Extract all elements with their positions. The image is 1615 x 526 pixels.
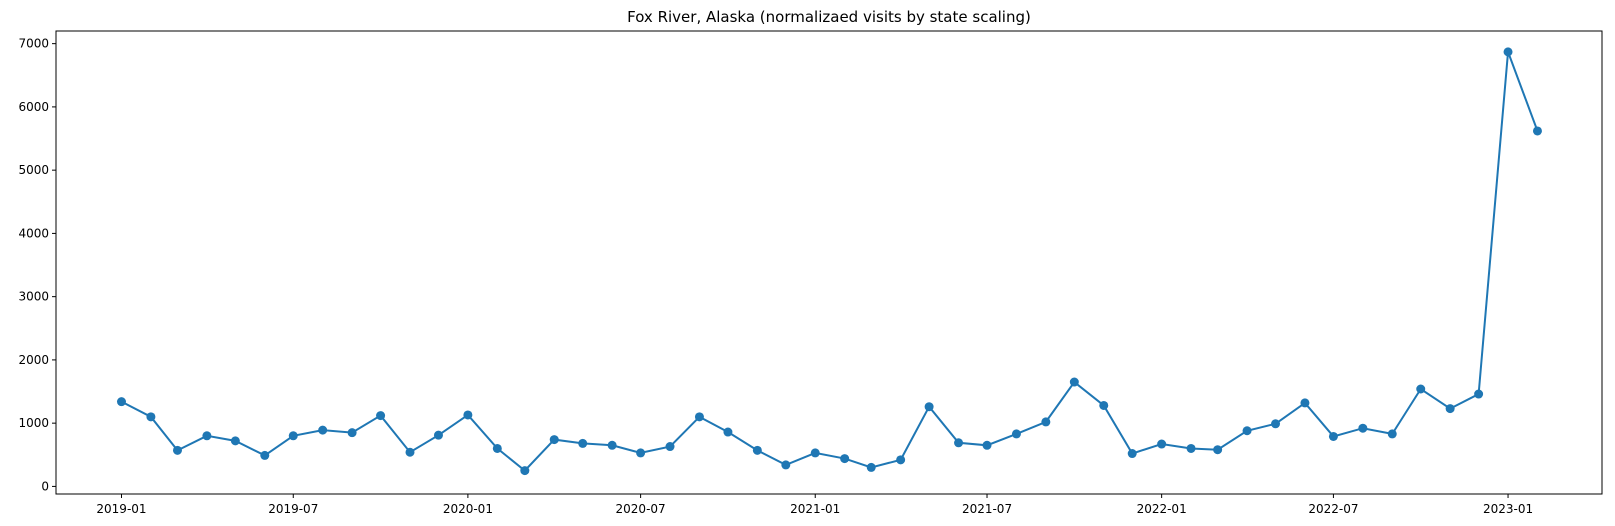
data-point bbox=[1445, 404, 1455, 414]
y-tick-label: 4000 bbox=[18, 226, 49, 240]
chart-title: Fox River, Alaska (normalizaed visits by… bbox=[627, 8, 1031, 26]
plot-frame bbox=[55, 30, 1603, 495]
data-point bbox=[1213, 445, 1223, 455]
series-line bbox=[121, 51, 1539, 472]
data-point bbox=[1416, 384, 1426, 394]
data-point bbox=[347, 428, 357, 438]
data-point bbox=[982, 440, 992, 450]
data-point bbox=[433, 430, 443, 440]
data-point bbox=[866, 462, 876, 472]
data-point bbox=[578, 438, 588, 448]
x-tick-label: 2023-01 bbox=[1483, 502, 1533, 516]
y-tick-label: 0 bbox=[41, 479, 49, 493]
data-point bbox=[1041, 417, 1051, 427]
data-point bbox=[260, 450, 270, 460]
data-point bbox=[607, 440, 617, 450]
data-point bbox=[1157, 439, 1167, 449]
y-tick-label: 2000 bbox=[18, 353, 49, 367]
data-point bbox=[636, 448, 646, 458]
y-tick-label: 1000 bbox=[18, 416, 49, 430]
data-point bbox=[549, 435, 559, 445]
data-point bbox=[1271, 419, 1281, 429]
data-point bbox=[840, 454, 850, 464]
series-points bbox=[116, 47, 1542, 476]
data-point bbox=[405, 447, 415, 457]
y-tick-label: 7000 bbox=[18, 37, 49, 51]
y-axis: 0 1000 2000 3000 4000 5000 6000 7000 bbox=[18, 37, 56, 493]
data-point bbox=[520, 466, 530, 476]
y-tick-label: 3000 bbox=[18, 290, 49, 304]
data-point bbox=[723, 427, 733, 437]
x-tick-label: 2021-01 bbox=[790, 502, 840, 516]
data-point bbox=[1387, 429, 1397, 439]
x-axis: 2019-01 2019-07 2020-01 2020-07 2021-01 2021-… bbox=[96, 494, 1533, 516]
data-point bbox=[463, 410, 473, 420]
data-point bbox=[288, 431, 298, 441]
data-point bbox=[924, 402, 934, 412]
data-point bbox=[1011, 429, 1021, 439]
data-point bbox=[230, 436, 240, 446]
data-point bbox=[1242, 426, 1252, 436]
data-point bbox=[954, 438, 964, 448]
x-tick-label: 2021-07 bbox=[962, 502, 1012, 516]
data-point bbox=[172, 445, 182, 455]
data-point bbox=[376, 411, 386, 421]
data-point bbox=[1099, 400, 1109, 410]
data-point bbox=[896, 455, 906, 465]
data-point bbox=[146, 412, 156, 422]
data-point bbox=[1358, 423, 1368, 433]
data-point bbox=[1503, 47, 1513, 57]
data-point bbox=[116, 397, 126, 407]
x-tick-label: 2019-07 bbox=[268, 502, 318, 516]
data-point bbox=[492, 443, 502, 453]
data-point bbox=[1532, 126, 1542, 136]
data-point bbox=[752, 445, 762, 455]
data-point bbox=[694, 412, 704, 422]
data-point bbox=[665, 442, 675, 452]
data-point bbox=[1474, 389, 1484, 399]
x-tick-label: 2022-07 bbox=[1308, 502, 1358, 516]
x-tick-label: 2020-07 bbox=[616, 502, 666, 516]
data-point bbox=[1328, 431, 1338, 441]
data-point bbox=[1300, 398, 1310, 408]
data-point bbox=[318, 425, 328, 435]
data-point bbox=[202, 431, 212, 441]
data-point bbox=[781, 460, 791, 470]
data-point bbox=[1069, 377, 1079, 387]
x-tick-label: 2020-01 bbox=[443, 502, 493, 516]
data-point bbox=[1186, 443, 1196, 453]
data-point bbox=[810, 448, 820, 458]
y-tick-label: 5000 bbox=[18, 163, 49, 177]
x-tick-label: 2022-01 bbox=[1137, 502, 1187, 516]
data-point bbox=[1127, 449, 1137, 459]
x-tick-label: 2019-01 bbox=[96, 502, 146, 516]
y-tick-label: 6000 bbox=[18, 100, 49, 114]
